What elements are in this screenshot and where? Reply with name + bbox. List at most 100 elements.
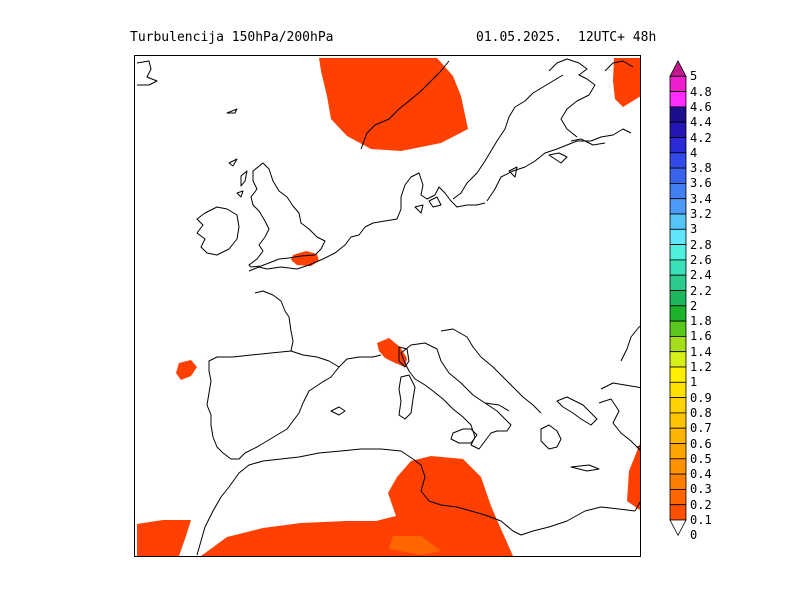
- legend-swatch: [669, 75, 687, 93]
- legend-swatch: [669, 397, 687, 414]
- legend-swatch: [669, 320, 687, 337]
- coastline-italy: [400, 342, 512, 450]
- legend-swatch: [669, 366, 687, 383]
- legend-label: 0.2: [690, 497, 712, 512]
- turbulence-area-morocco: [137, 520, 191, 556]
- legend-label: 3: [690, 222, 698, 237]
- legend-label: 3.4: [690, 191, 712, 206]
- map-canvas: [136, 58, 640, 556]
- legend-swatch: [669, 351, 687, 368]
- turbulence-area-levant: [627, 443, 640, 511]
- legend-swatch: [669, 443, 687, 460]
- legend-label: 0.7: [690, 421, 712, 436]
- coastline-continent-north: [248, 172, 486, 272]
- legend-swatch: [669, 412, 687, 429]
- legend-swatch: [669, 121, 687, 138]
- turbulence-area-corsica: [377, 338, 407, 367]
- coastline-baltic-east: [486, 128, 632, 202]
- legend-label: 3.8: [690, 161, 712, 176]
- coastline-sicily: [450, 428, 478, 444]
- legend-swatch: [669, 290, 687, 307]
- legend-swatch: [669, 198, 687, 215]
- turbulence-area-english-channel: [291, 251, 319, 266]
- legend-swatch: [669, 335, 687, 353]
- turbulence-area-inner: [389, 536, 441, 555]
- forecast-run: 12UTC+ 48h: [578, 30, 657, 45]
- legend-swatch: [669, 381, 687, 398]
- coastline-estonia: [548, 152, 568, 164]
- legend-label: 4: [690, 145, 698, 160]
- turbulence-area-scandinavia: [319, 58, 468, 151]
- legend-swatch: [669, 259, 687, 276]
- legend-label: 3.2: [690, 207, 712, 221]
- legend-swatch: [669, 458, 687, 475]
- legend-swatch: [669, 504, 687, 521]
- forecast-date: 01.05.2025.: [476, 30, 563, 45]
- legend-label: 0.3: [690, 482, 712, 497]
- legend-label: 2.8: [690, 237, 712, 252]
- legend-label: 1.2: [690, 360, 712, 374]
- turbulence-areas: [137, 58, 640, 556]
- coastline-iceland: [136, 60, 158, 86]
- coastline-sardinia: [398, 374, 416, 420]
- legend-label: 0.4: [690, 467, 712, 482]
- legend-label: 2.6: [690, 252, 712, 267]
- coastline-adriatic: [440, 328, 542, 414]
- legend-swatch: [669, 305, 687, 322]
- turbulence-area-north-africa: [201, 456, 513, 556]
- coastline-gulf-finland: [570, 138, 606, 146]
- legend-swatch: [669, 228, 687, 246]
- legend-bottom-arrow: [669, 519, 687, 537]
- coastline-denmark-isles: [414, 196, 442, 214]
- legend-swatch: [669, 473, 687, 490]
- coastline-scotland-isles: [228, 158, 248, 198]
- legend-label: 4.8: [690, 84, 712, 99]
- legend-label: 2.4: [690, 268, 712, 283]
- legend-label: 4.4: [690, 115, 712, 130]
- coastline-aegean-turkey: [598, 398, 640, 450]
- legend-label: 4.6: [690, 99, 712, 114]
- legend-swatch: [669, 182, 687, 200]
- legend-label: 4.2: [690, 130, 712, 145]
- coastline-corsica: [398, 346, 410, 368]
- coastline-black-sea: [600, 382, 640, 390]
- legend-label: 0.1: [690, 513, 712, 527]
- legend-swatch: [669, 274, 687, 291]
- legend-swatch: [669, 152, 687, 169]
- legend-label: 1: [690, 375, 698, 390]
- legend-swatch: [669, 427, 687, 444]
- legend-swatch: [669, 213, 687, 230]
- coastline-norway: [360, 60, 450, 150]
- legend-swatch: [669, 106, 687, 123]
- legend-label: 0: [690, 528, 698, 543]
- coastline-great-britain: [248, 162, 326, 268]
- coastline-gotland: [508, 166, 518, 178]
- coastline-italy-heel: [484, 402, 510, 412]
- coastline-kola: [604, 60, 634, 72]
- turbulence-area-north-russia: [613, 58, 640, 107]
- legend-swatch: [669, 488, 687, 506]
- coastline-iberia: [206, 350, 340, 460]
- legend-swatch: [669, 244, 687, 261]
- legend-swatch: [669, 91, 687, 108]
- coastline-sweden: [452, 74, 564, 200]
- legend-label: 2: [690, 298, 698, 313]
- coastline-ireland: [196, 206, 240, 256]
- legend-swatch: [669, 167, 687, 184]
- coastline-north-africa: [196, 448, 636, 556]
- coastline-cyprus: [636, 445, 640, 451]
- legend-swatch: [669, 137, 687, 154]
- legend-label: 5: [690, 69, 698, 84]
- coastlines: [136, 58, 640, 556]
- legend-label: 0.8: [690, 405, 712, 420]
- coastline-black-sea-west: [620, 325, 640, 362]
- legend-label: 1.8: [690, 314, 712, 329]
- coastline-crete: [570, 464, 600, 472]
- coastline-faroe: [226, 108, 238, 114]
- legend-label: 0.5: [690, 451, 712, 466]
- legend-label: 0.6: [690, 436, 712, 451]
- legend-label: 1.4: [690, 344, 712, 359]
- legend-label: 3.6: [690, 176, 712, 191]
- coastline-finland: [548, 58, 596, 138]
- legend-label: 1.6: [690, 329, 712, 344]
